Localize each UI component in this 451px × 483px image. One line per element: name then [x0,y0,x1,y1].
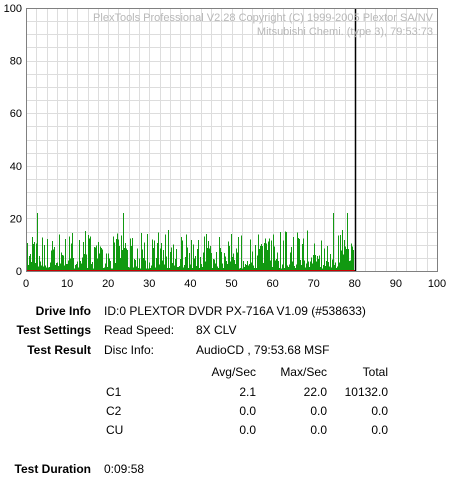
row-c1-total: 10132.0 [344,385,388,399]
x-tick-label: 30 [143,278,155,290]
watermark-copyright: PlexTools Professional V2.28 Copyright (… [93,12,434,24]
row-c1-avg: 2.1 [239,385,256,399]
test-duration-value: 0:09:58 [104,462,145,476]
x-tick-label: 20 [102,278,114,290]
x-tick-label: 10 [61,278,73,290]
plot-frame [26,8,438,272]
x-axis-ticks: 0 10 20 30 40 50 60 70 80 90 100 [23,278,446,290]
row-c2-total: 0.0 [371,404,388,418]
test-settings-label: Test Settings [16,323,91,337]
row-c1-name: C1 [106,385,122,399]
header-total: Total [362,365,388,379]
y-tick-label: 40 [10,161,22,173]
x-tick-label: 80 [349,278,361,290]
y-tick-label: 80 [10,56,22,68]
watermark-disc: Mitsubishi Chemi. (type 3), 79:53:73 [257,26,433,38]
header-avg: Avg/Sec [211,365,256,379]
y-axis-ticks: 0 20 40 60 80 100 [4,3,22,278]
drive-info-value: ID:0 PLEXTOR DVDR PX-716A V1.09 (#538633… [104,304,366,318]
x-tick-label: 60 [266,278,278,290]
x-tick-label: 100 [428,278,446,290]
y-tick-label: 60 [10,108,22,120]
row-c2-avg: 0.0 [239,404,256,418]
x-tick-label: 40 [184,278,196,290]
chart-grid [26,8,438,272]
x-tick-label: 90 [390,278,402,290]
test-result-label: Test Result [27,343,91,357]
row-cu-name: CU [106,423,124,437]
test-duration-label: Test Duration [14,462,91,476]
row-cu-avg: 0.0 [239,423,256,437]
row-c2-max: 0.0 [310,404,327,418]
y-tick-label: 20 [10,213,22,225]
x-tick-label: 50 [225,278,237,290]
x-tick-label: 70 [308,278,320,290]
error-rate-chart: PlexTools Professional V2.28 Copyright (… [4,3,447,290]
y-tick-label: 0 [16,266,22,278]
read-speed-label: Read Speed: [104,323,175,337]
c1-error-bars [26,213,355,271]
row-c2-name: C2 [106,404,122,418]
drive-info-label: Drive Info [35,304,91,318]
disc-info-value: AudioCD , 79:53.68 MSF [196,343,330,357]
read-speed-value: 8X CLV [196,323,237,337]
y-tick-label: 100 [4,3,22,15]
row-cu-total: 0.0 [371,423,388,437]
header-max: Max/Sec [280,365,327,379]
row-cu-max: 0.0 [310,423,327,437]
x-tick-label: 0 [23,278,29,290]
row-c1-max: 22.0 [303,385,327,399]
disc-info-label: Disc Info: [104,343,155,357]
